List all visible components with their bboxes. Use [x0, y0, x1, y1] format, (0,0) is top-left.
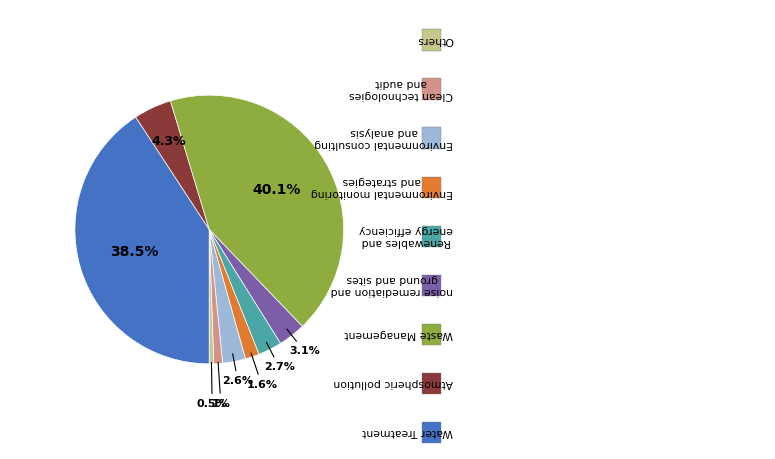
- FancyBboxPatch shape: [422, 422, 441, 443]
- Text: Waste Management: Waste Management: [345, 329, 453, 339]
- Text: Others: Others: [417, 35, 453, 45]
- Wedge shape: [209, 230, 246, 363]
- Text: 3.1%: 3.1%: [287, 329, 319, 356]
- Text: 1.6%: 1.6%: [246, 353, 277, 390]
- FancyBboxPatch shape: [422, 225, 441, 246]
- FancyBboxPatch shape: [422, 29, 441, 50]
- FancyBboxPatch shape: [422, 128, 441, 149]
- Text: 1%: 1%: [212, 362, 230, 409]
- Text: Environmental consulting
and analysis: Environmental consulting and analysis: [315, 127, 453, 149]
- Wedge shape: [209, 230, 214, 364]
- Text: noise remediation and
ground and sites: noise remediation and ground and sites: [331, 274, 453, 296]
- Wedge shape: [209, 230, 281, 354]
- FancyBboxPatch shape: [422, 324, 441, 345]
- Text: 2.7%: 2.7%: [264, 342, 294, 372]
- FancyBboxPatch shape: [422, 373, 441, 394]
- Wedge shape: [136, 101, 209, 230]
- Text: 4.3%: 4.3%: [151, 135, 186, 148]
- Text: 2.6%: 2.6%: [222, 354, 253, 386]
- FancyBboxPatch shape: [422, 78, 441, 100]
- Wedge shape: [209, 230, 259, 359]
- Text: Atmospheric pollution: Atmospheric pollution: [334, 378, 453, 388]
- FancyBboxPatch shape: [422, 274, 441, 296]
- Wedge shape: [75, 117, 209, 364]
- Wedge shape: [170, 95, 343, 326]
- Text: 0.5%: 0.5%: [197, 363, 228, 409]
- Text: Renewables and
energy efficiency: Renewables and energy efficiency: [360, 225, 453, 247]
- Text: 38.5%: 38.5%: [110, 245, 159, 259]
- Text: Clean technologies
and audit: Clean technologies and audit: [350, 78, 453, 100]
- Wedge shape: [209, 230, 222, 364]
- Wedge shape: [209, 230, 302, 343]
- Text: Environmental monitoring
and strategies: Environmental monitoring and strategies: [311, 176, 453, 198]
- Text: 40.1%: 40.1%: [253, 183, 301, 197]
- Text: Water Treatment: Water Treatment: [363, 427, 453, 437]
- FancyBboxPatch shape: [422, 177, 441, 198]
